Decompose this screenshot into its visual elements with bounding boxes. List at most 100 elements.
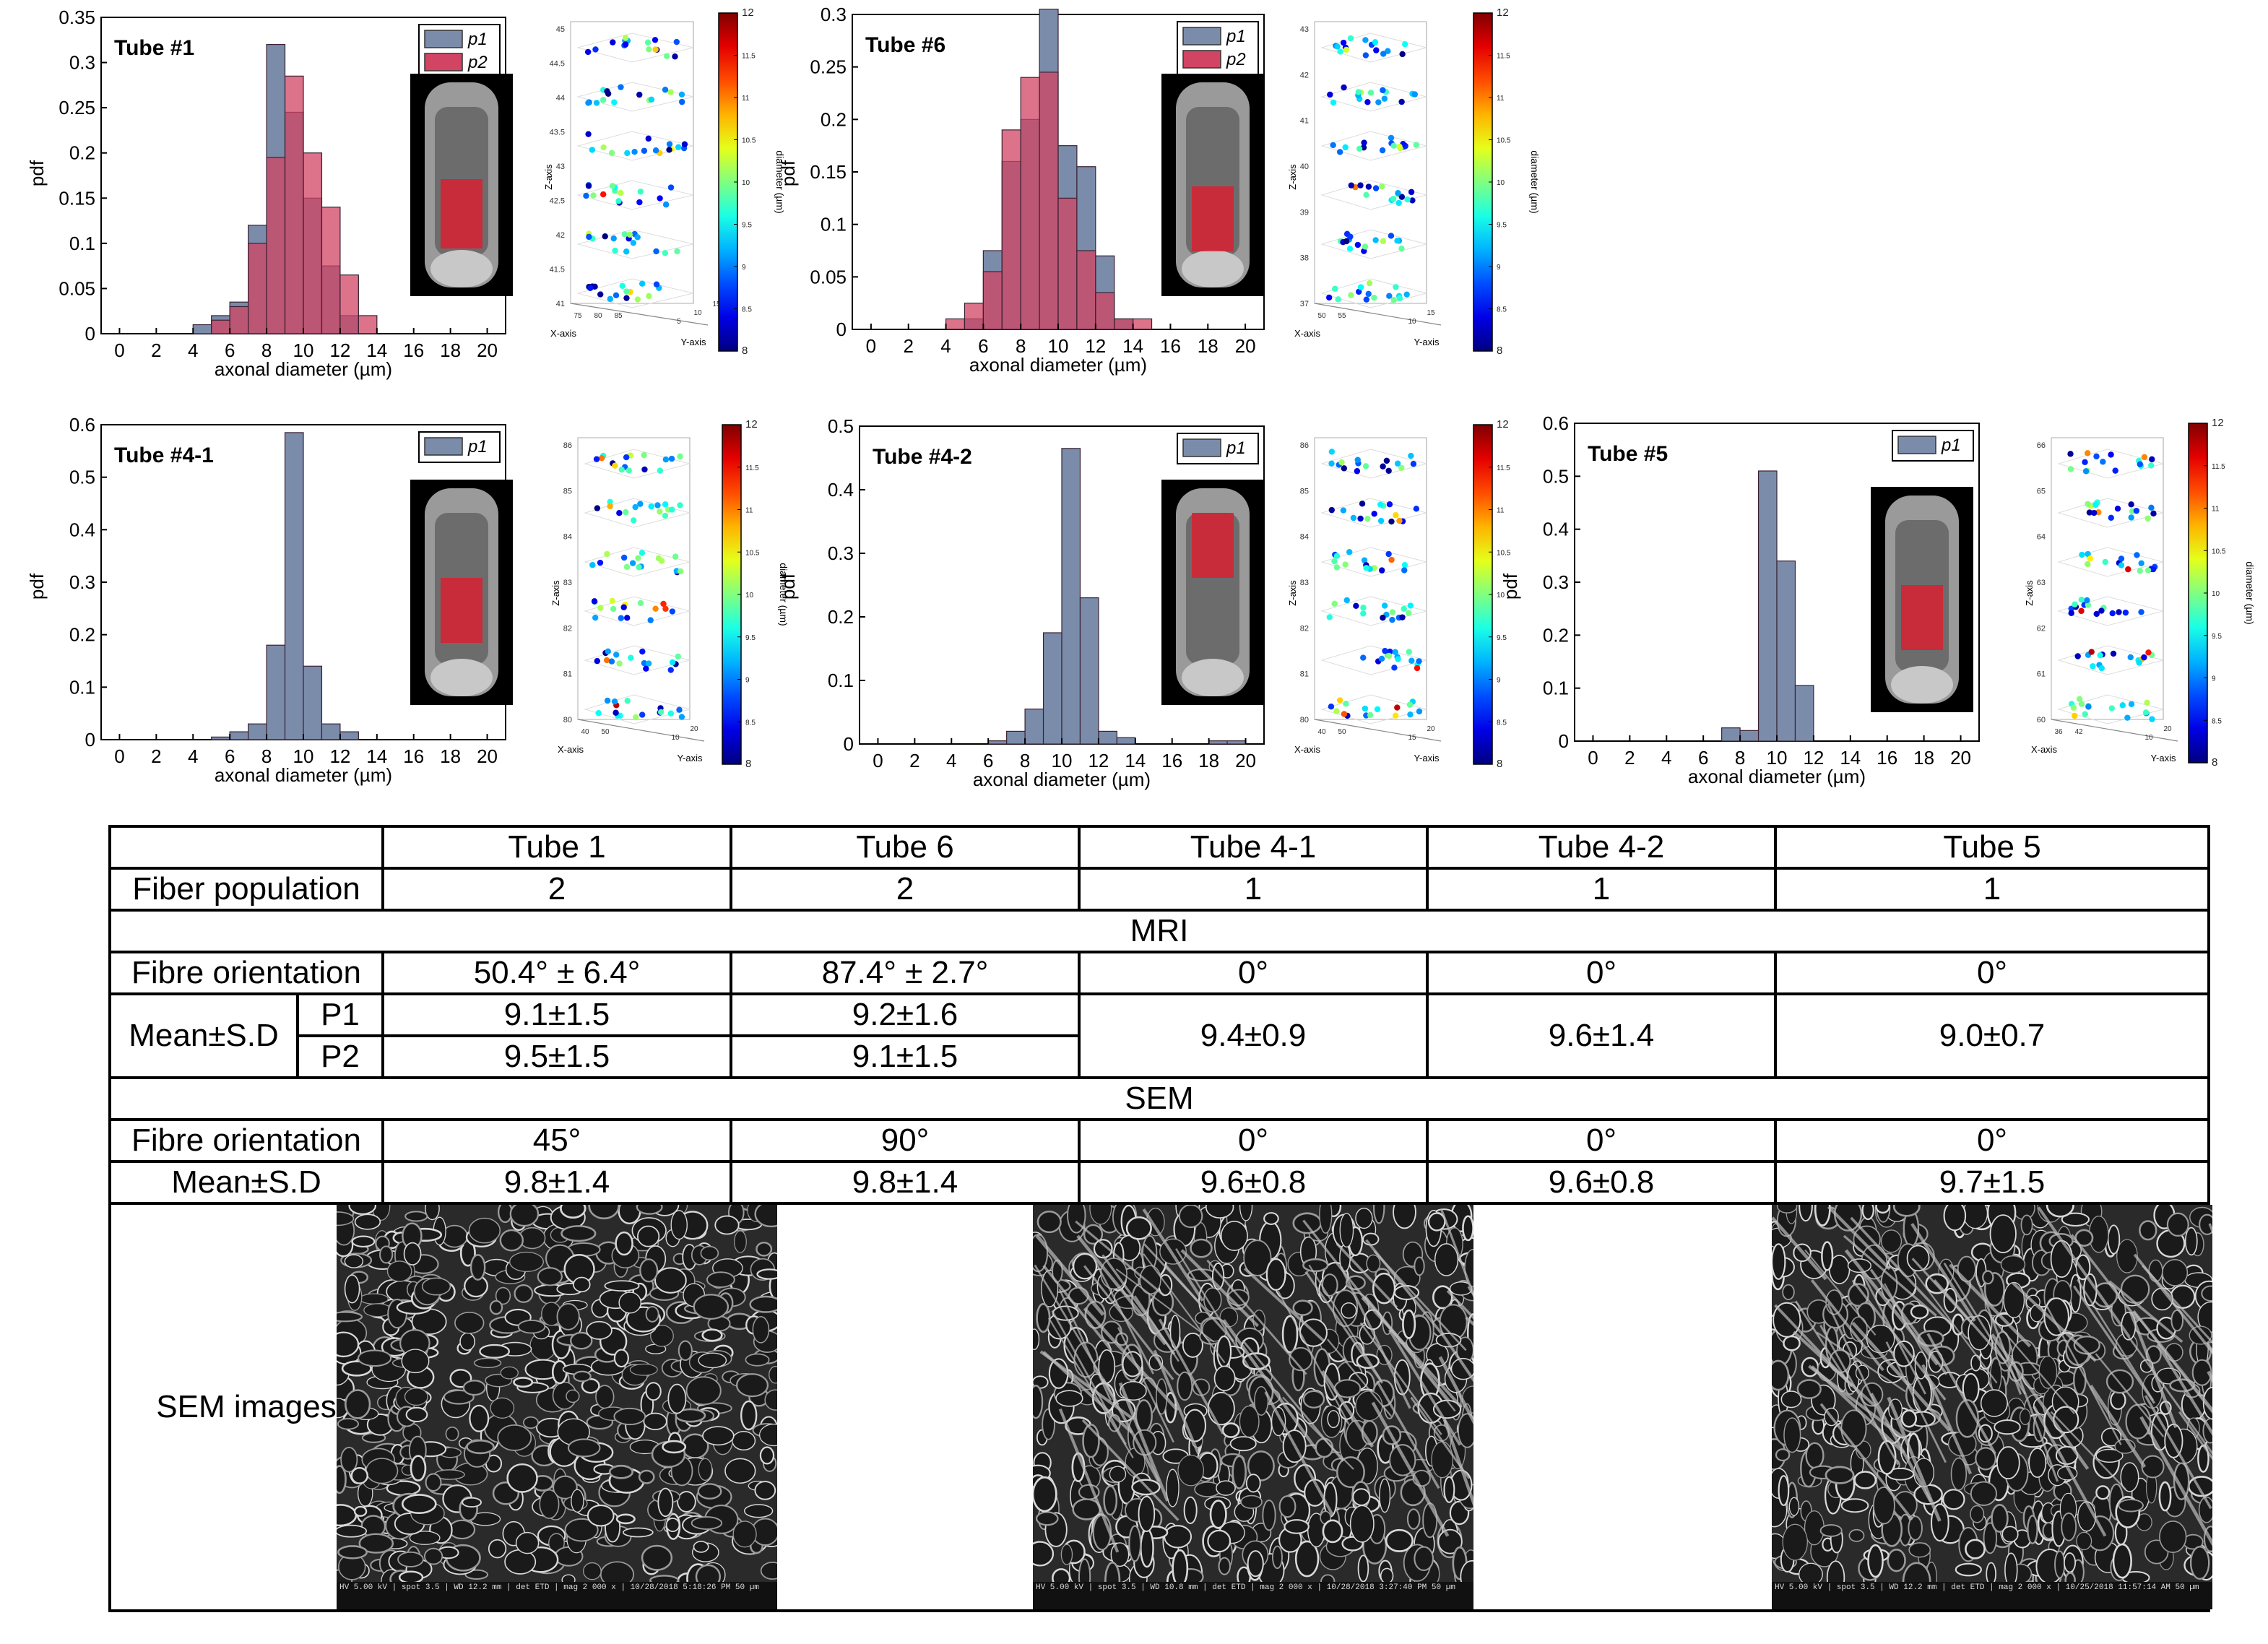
- sem-pore: [2064, 1572, 2076, 1582]
- scatter-point: [677, 453, 683, 460]
- sem-pore: [1203, 1287, 1222, 1313]
- z-tick-label: 37: [1300, 300, 1309, 308]
- colorbar-tick-label: 8: [1497, 758, 1502, 770]
- sem-fibre-wall: [1175, 1248, 1254, 1375]
- layer-plane: [584, 694, 691, 724]
- sem-pore: [1799, 1562, 1823, 1582]
- scatter-point: [623, 288, 630, 295]
- sem-fibre-wall: [1048, 1318, 1134, 1458]
- scatter-point: [1362, 52, 1369, 59]
- layer-plane: [1320, 645, 1427, 675]
- scatter-point: [2098, 665, 2105, 672]
- header-row: Tube 1 Tube 6 Tube 4-1 Tube 4-2 Tube 5: [108, 825, 2210, 870]
- scatter-point: [1377, 501, 1384, 508]
- scatter-point: [1392, 712, 1399, 719]
- x-tick-label: 20: [1950, 747, 1971, 769]
- bar: [987, 740, 1008, 745]
- scatter-point: [1343, 701, 1349, 707]
- z-tick-label: 40: [1300, 163, 1309, 171]
- sem-pore: [1950, 1457, 1968, 1491]
- sem-image-tube4-1: HV 5.00 kV | spot 3.5 | WD 10.8 mm | det…: [1033, 1205, 1473, 1609]
- scatter-point: [1359, 501, 1366, 507]
- sem-pore: [629, 1363, 658, 1376]
- scatter-point: [611, 99, 618, 105]
- histogram-figure: 0 2 4 6 8 10 12 14 16 18 2000.050.10.150.20.250.30…: [26, 4, 2256, 790]
- x-tick-label-3d: 40: [581, 728, 589, 736]
- y-tick-label: 0.4: [69, 519, 95, 540]
- colorbar-tick-label: 11: [1497, 95, 1505, 103]
- scatter-point: [643, 665, 649, 672]
- sem-fibre-wall: [1819, 1403, 1913, 1520]
- scatter-point: [2108, 705, 2115, 711]
- sem-pore: [462, 1497, 482, 1508]
- sem-fibre-wall: [1243, 1267, 1325, 1342]
- scatter-point: [2085, 501, 2091, 507]
- roi-region: [441, 578, 482, 643]
- sem-fibre-wall: [2070, 1234, 2139, 1321]
- table-cell: 0°: [1426, 951, 1777, 995]
- legend-swatch: [1182, 27, 1221, 46]
- y-tick-label: 0.6: [69, 414, 95, 436]
- sem-pore: [586, 1320, 613, 1340]
- scatter-point: [1380, 238, 1387, 245]
- sem-pore: [1262, 1500, 1276, 1531]
- sem-fibre-wall: [1827, 1303, 1884, 1422]
- scatter-point: [645, 135, 652, 142]
- sem-pore: [337, 1504, 358, 1527]
- scatter-point: [2148, 504, 2155, 511]
- colorbar-tick-label: 12: [742, 7, 754, 19]
- sem-pore: [2003, 1281, 2025, 1318]
- scatter-point: [639, 711, 646, 718]
- bar: [284, 432, 304, 740]
- scatter-point: [593, 100, 600, 106]
- sem-info-bar: HV 5.00 kV | spot 3.5 | WD 12.2 mm | det…: [1772, 1582, 2212, 1609]
- sem-fibre-wall: [1795, 1300, 1849, 1383]
- sem-fibre-wall: [1282, 1396, 1354, 1470]
- scatter-point: [2148, 462, 2155, 469]
- scatter-point: [634, 296, 641, 303]
- x-tick-label: 10: [1048, 335, 1069, 357]
- scatter-point: [1379, 147, 1386, 154]
- sem-pore: [613, 1349, 629, 1368]
- sem-pore: [1190, 1238, 1213, 1258]
- table-cell: 0°: [1774, 951, 2210, 995]
- bar: [1114, 318, 1134, 330]
- fiber-population-row: Fiber population 2 2 1 1 1: [108, 867, 2210, 912]
- sem-pore: [2061, 1212, 2090, 1226]
- sem-pore: [1218, 1557, 1232, 1575]
- sem-pore: [1245, 1474, 1261, 1493]
- sem-pore: [1373, 1205, 1385, 1224]
- sem-fibre-wall: [2073, 1285, 2156, 1404]
- table-cell: 9.6±1.4: [1426, 992, 1777, 1079]
- sem-pore: [1336, 1456, 1365, 1489]
- sem-fibre-wall: [1277, 1290, 1350, 1425]
- scatter-point: [1395, 656, 1401, 662]
- sem-fibre-wall: [1117, 1327, 1174, 1443]
- cube-back: [1314, 437, 1427, 720]
- scatter-point: [1377, 517, 1385, 524]
- scatter-point: [1390, 196, 1397, 202]
- sem-pore: [469, 1404, 490, 1432]
- colorbar: 8 8.5 9 9.5 10 10.5 11 11.5 12: [1473, 418, 1511, 770]
- scatter-point: [626, 467, 632, 474]
- sem-image-cell: HV 5.00 kV | spot 3.5 | WD 10.8 mm | det…: [1033, 1202, 1473, 1612]
- sem-pore: [337, 1524, 368, 1538]
- colorbar-tick-label: 8: [742, 345, 748, 357]
- sem-pore: [337, 1211, 355, 1226]
- scatter-point: [2082, 468, 2090, 475]
- section-header-sem: SEM: [108, 1076, 2210, 1121]
- x-tick-label: 4: [940, 335, 951, 357]
- sem-pore: [1783, 1335, 1801, 1351]
- scatter-point: [1405, 610, 1412, 616]
- scatter-point: [2095, 509, 2102, 516]
- mri-inset-image: [1161, 480, 1264, 705]
- scatter-point: [2085, 704, 2092, 710]
- sem-pore: [643, 1412, 667, 1430]
- scatter-point: [1365, 183, 1372, 190]
- z-tick-label: 43: [556, 163, 565, 171]
- scatter-point: [608, 150, 615, 157]
- sem-pore: [1406, 1508, 1421, 1530]
- scatter-point: [1355, 288, 1362, 295]
- z-tick-label: 82: [1300, 624, 1309, 633]
